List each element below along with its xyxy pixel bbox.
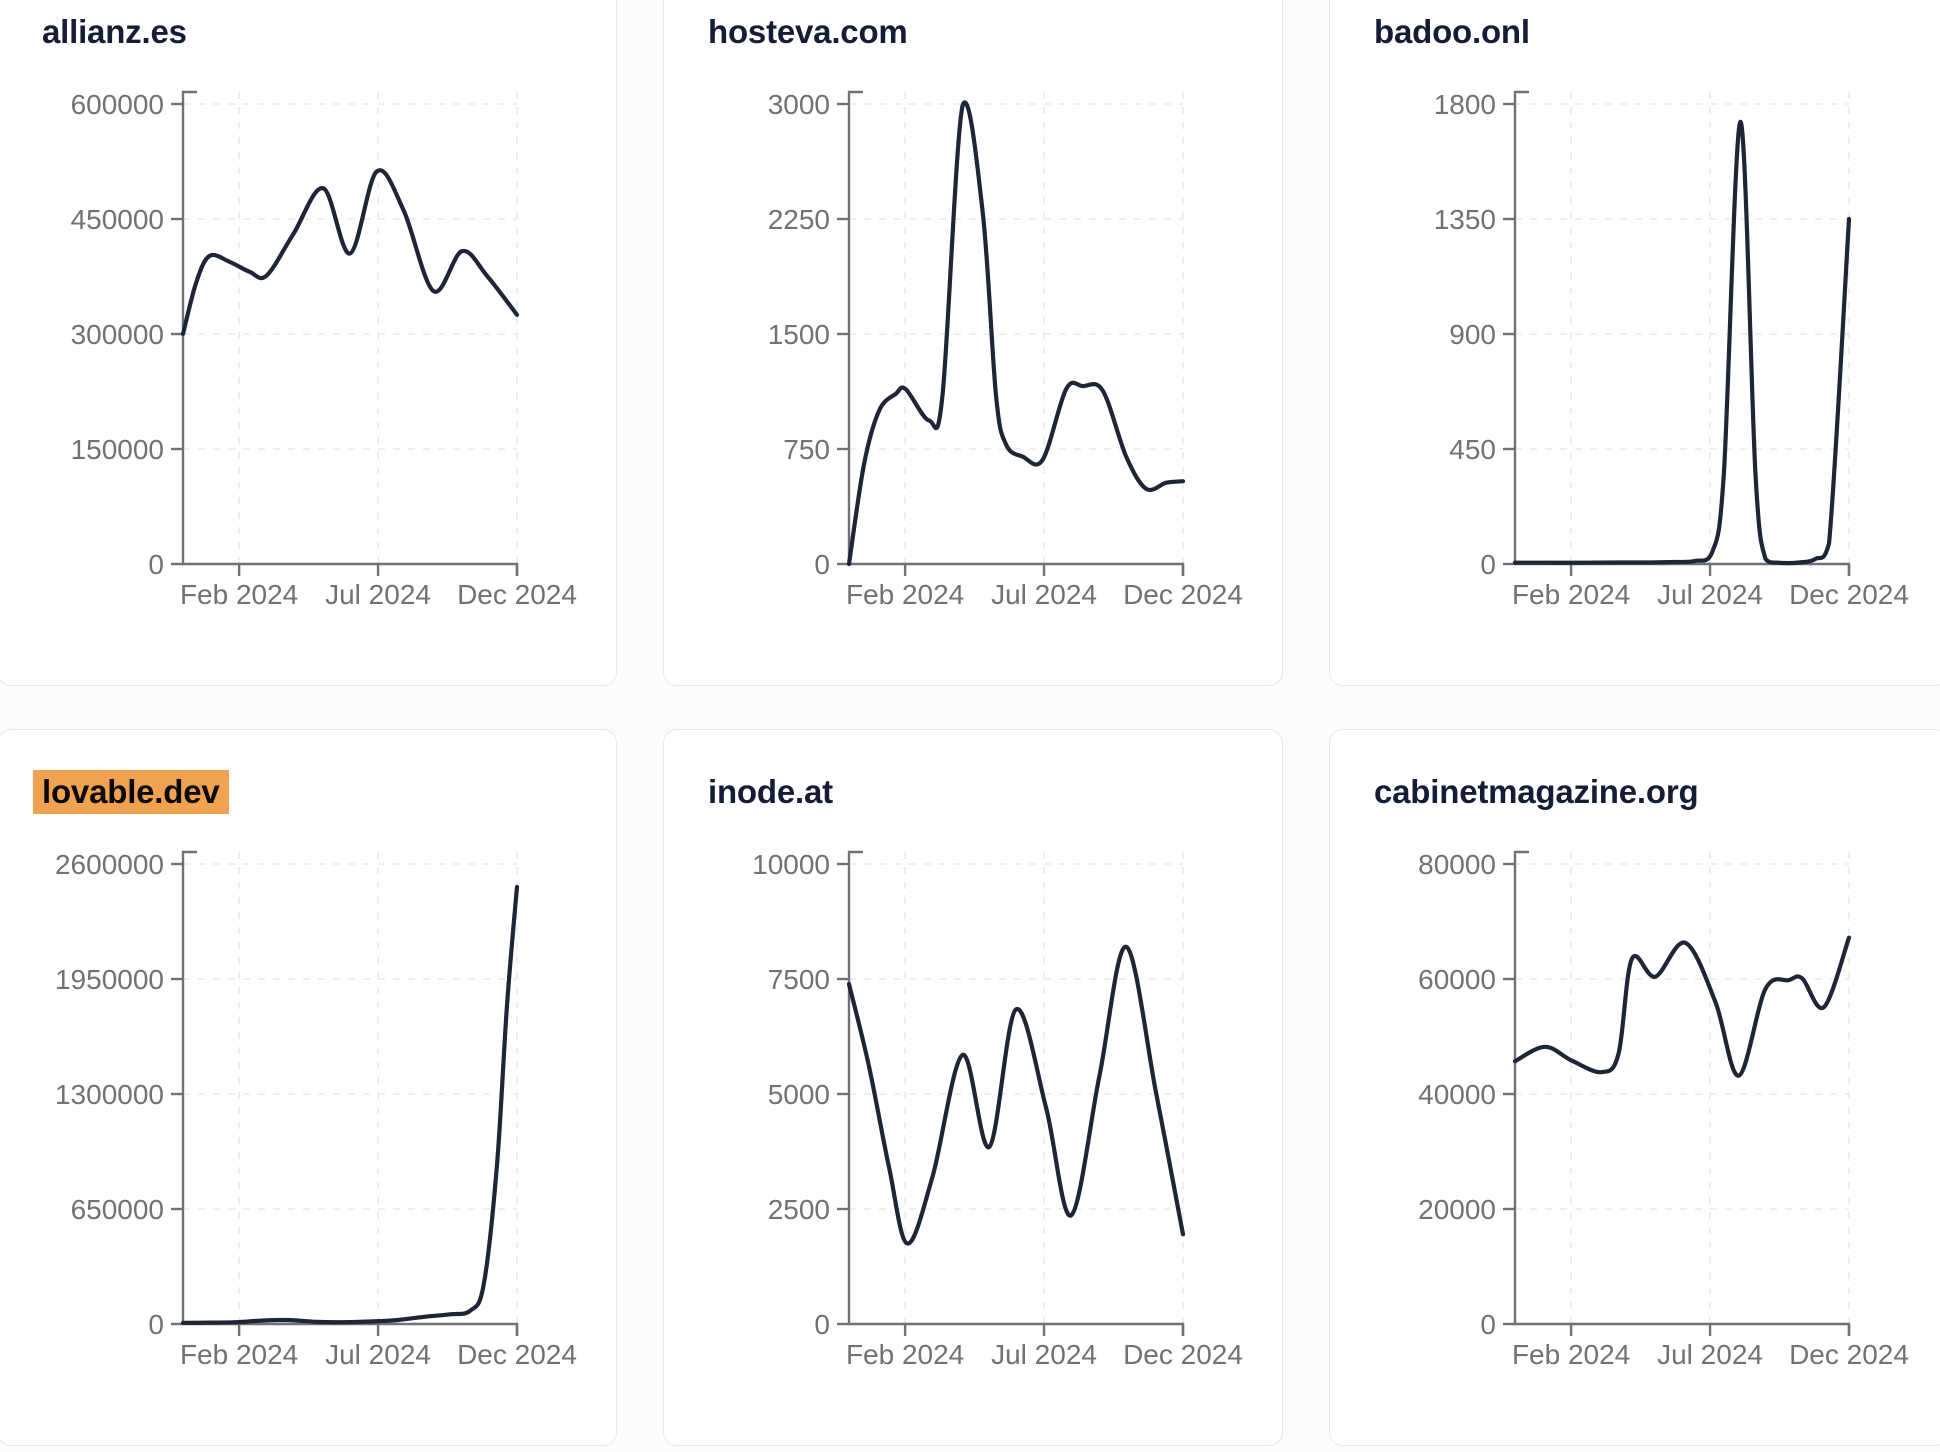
svg-text:300000: 300000 bbox=[71, 319, 164, 350]
svg-text:0: 0 bbox=[148, 1309, 164, 1340]
traffic-line-chart: 0 150000 300000 450000 600000 Feb 2024 Jul 202… bbox=[71, 89, 577, 610]
domain-card-inode: inode.at 0 2500 5000 7500 10000 Feb 2024 Jul 2… bbox=[663, 729, 1283, 1446]
svg-text:650000: 650000 bbox=[71, 1194, 164, 1225]
svg-text:Dec 2024: Dec 2024 bbox=[457, 1339, 577, 1370]
svg-text:0: 0 bbox=[1480, 1309, 1496, 1340]
traffic-line-chart: 0 450 900 1350 1800 Feb 2024 Jul 2024 Dec 2024 bbox=[1434, 89, 1909, 610]
svg-text:2500: 2500 bbox=[768, 1194, 830, 1225]
svg-text:Dec 2024: Dec 2024 bbox=[457, 579, 577, 610]
svg-text:3000: 3000 bbox=[768, 89, 830, 120]
svg-text:Dec 2024: Dec 2024 bbox=[1123, 579, 1243, 610]
svg-text:40000: 40000 bbox=[1418, 1079, 1496, 1110]
svg-text:Feb 2024: Feb 2024 bbox=[846, 1339, 964, 1370]
traffic-line-chart: 0 650000 1300000 1950000 2600000 Feb 2024 Jul … bbox=[55, 849, 577, 1370]
domain-card-badoo: badoo.onl 0 450 900 1350 1800 Feb 2024 Jul 202… bbox=[1329, 0, 1940, 686]
svg-text:20000: 20000 bbox=[1418, 1194, 1496, 1225]
domain-card-allianz: allianz.es 0 150000 300000 450000 600000 Feb … bbox=[0, 0, 617, 686]
traffic-line-chart: 0 2500 5000 7500 10000 Feb 2024 Jul 2024 Dec 20… bbox=[752, 849, 1243, 1370]
svg-text:0: 0 bbox=[814, 549, 830, 580]
svg-text:Jul 2024: Jul 2024 bbox=[991, 579, 1097, 610]
svg-text:Dec 2024: Dec 2024 bbox=[1789, 1339, 1909, 1370]
domain-title: allianz.es bbox=[42, 13, 187, 50]
domain-title: hosteva.com bbox=[708, 13, 908, 50]
svg-text:Dec 2024: Dec 2024 bbox=[1123, 1339, 1243, 1370]
svg-text:Feb 2024: Feb 2024 bbox=[180, 579, 298, 610]
svg-text:Feb 2024: Feb 2024 bbox=[846, 579, 964, 610]
svg-text:1300000: 1300000 bbox=[55, 1079, 164, 1110]
traffic-line-chart: 0 20000 40000 60000 80000 Feb 2024 Jul 2024 Dec… bbox=[1418, 849, 1909, 1370]
svg-text:5000: 5000 bbox=[768, 1079, 830, 1110]
svg-text:Jul 2024: Jul 2024 bbox=[1657, 1339, 1763, 1370]
svg-text:Feb 2024: Feb 2024 bbox=[1512, 579, 1630, 610]
svg-text:Jul 2024: Jul 2024 bbox=[325, 1339, 431, 1370]
domain-title-highlighted: lovable.dev bbox=[33, 770, 229, 814]
svg-text:Jul 2024: Jul 2024 bbox=[991, 1339, 1097, 1370]
svg-text:450000: 450000 bbox=[71, 204, 164, 235]
svg-text:2600000: 2600000 bbox=[55, 849, 164, 880]
svg-text:1500: 1500 bbox=[768, 319, 830, 350]
svg-text:Feb 2024: Feb 2024 bbox=[180, 1339, 298, 1370]
svg-text:Jul 2024: Jul 2024 bbox=[1657, 579, 1763, 610]
svg-text:0: 0 bbox=[814, 1309, 830, 1340]
svg-text:Feb 2024: Feb 2024 bbox=[1512, 1339, 1630, 1370]
svg-text:80000: 80000 bbox=[1418, 849, 1496, 880]
domain-title: cabinetmagazine.org bbox=[1374, 773, 1699, 810]
svg-text:Jul 2024: Jul 2024 bbox=[325, 579, 431, 610]
svg-text:1950000: 1950000 bbox=[55, 964, 164, 995]
svg-text:900: 900 bbox=[1449, 319, 1496, 350]
domain-card-cabinetmagazine: cabinetmagazine.org 0 20000 40000 60000 8000… bbox=[1329, 729, 1940, 1446]
svg-text:750: 750 bbox=[783, 434, 830, 465]
svg-text:10000: 10000 bbox=[752, 849, 830, 880]
domain-card-lovable: lovable.dev 0 650000 1300000 1950000 2600000… bbox=[0, 729, 617, 1446]
svg-text:1800: 1800 bbox=[1434, 89, 1496, 120]
svg-text:1350: 1350 bbox=[1434, 204, 1496, 235]
svg-text:0: 0 bbox=[1480, 549, 1496, 580]
domain-title: inode.at bbox=[708, 773, 833, 810]
domain-card-hosteva: hosteva.com 0 750 1500 2250 3000 Feb 2024 Jul … bbox=[663, 0, 1283, 686]
domain-title: badoo.onl bbox=[1374, 13, 1530, 50]
svg-text:2250: 2250 bbox=[768, 204, 830, 235]
svg-text:600000: 600000 bbox=[71, 89, 164, 120]
svg-text:60000: 60000 bbox=[1418, 964, 1496, 995]
svg-text:150000: 150000 bbox=[71, 434, 164, 465]
svg-text:7500: 7500 bbox=[768, 964, 830, 995]
traffic-line-chart: 0 750 1500 2250 3000 Feb 2024 Jul 2024 Dec 2024 bbox=[768, 89, 1243, 610]
svg-text:450: 450 bbox=[1449, 434, 1496, 465]
svg-text:0: 0 bbox=[148, 549, 164, 580]
svg-text:Dec 2024: Dec 2024 bbox=[1789, 579, 1909, 610]
